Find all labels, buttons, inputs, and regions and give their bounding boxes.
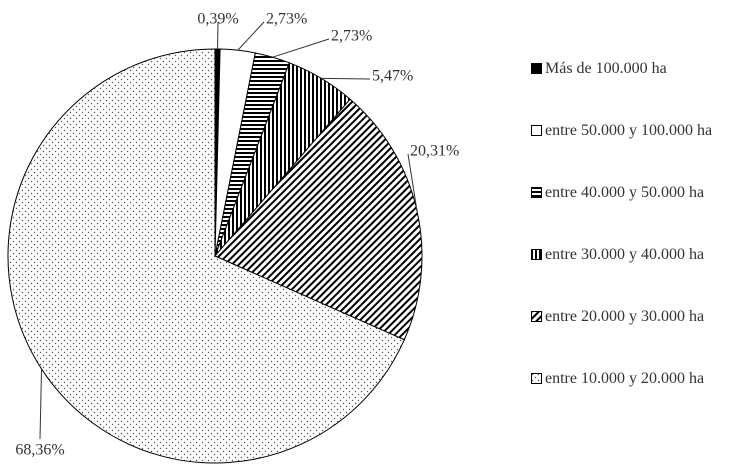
legend-item: entre 10.000 y 20.000 ha bbox=[531, 368, 737, 430]
legend-swatch bbox=[531, 373, 542, 384]
data-label: 2,73% bbox=[266, 11, 307, 28]
legend-item: entre 50.000 y 100.000 ha bbox=[531, 120, 737, 182]
leader-line bbox=[238, 22, 264, 50]
legend-label: entre 50.000 y 100.000 ha bbox=[545, 120, 713, 141]
legend-swatch bbox=[531, 187, 542, 198]
data-label: 68,36% bbox=[15, 442, 64, 459]
legend-label: Más de 100.000 ha bbox=[545, 58, 713, 79]
legend-item: Más de 100.000 ha bbox=[531, 58, 737, 120]
legend-item: entre 20.000 y 30.000 ha bbox=[531, 306, 737, 368]
data-label: 2,73% bbox=[331, 28, 372, 45]
legend-swatch bbox=[531, 249, 542, 260]
leader-line bbox=[40, 369, 42, 439]
legend-label: entre 30.000 y 40.000 ha bbox=[545, 244, 713, 265]
legend-label: entre 20.000 y 30.000 ha bbox=[545, 306, 713, 327]
leader-line bbox=[273, 39, 329, 57]
data-label: 5,47% bbox=[372, 68, 413, 85]
legend-label: entre 40.000 y 50.000 ha bbox=[545, 182, 713, 203]
legend-swatch bbox=[531, 311, 542, 322]
legend: Más de 100.000 ha entre 50.000 y 100.000 … bbox=[531, 58, 737, 430]
data-label: 0,39% bbox=[197, 11, 238, 28]
legend-swatch-fill bbox=[532, 126, 542, 136]
legend-swatch-fill bbox=[532, 250, 542, 260]
legend-swatch bbox=[531, 125, 542, 136]
legend-swatch-fill bbox=[532, 374, 542, 384]
legend-swatch-fill bbox=[532, 312, 542, 322]
legend-item: entre 30.000 y 40.000 ha bbox=[531, 244, 737, 306]
data-label: 20,31% bbox=[410, 143, 459, 160]
legend-item: entre 40.000 y 50.000 ha bbox=[531, 182, 737, 244]
leader-line bbox=[321, 78, 370, 79]
legend-label: entre 10.000 y 20.000 ha bbox=[545, 368, 713, 389]
legend-swatch-fill bbox=[532, 188, 542, 198]
legend-swatch bbox=[531, 63, 542, 74]
legend-swatch-fill bbox=[532, 64, 542, 74]
